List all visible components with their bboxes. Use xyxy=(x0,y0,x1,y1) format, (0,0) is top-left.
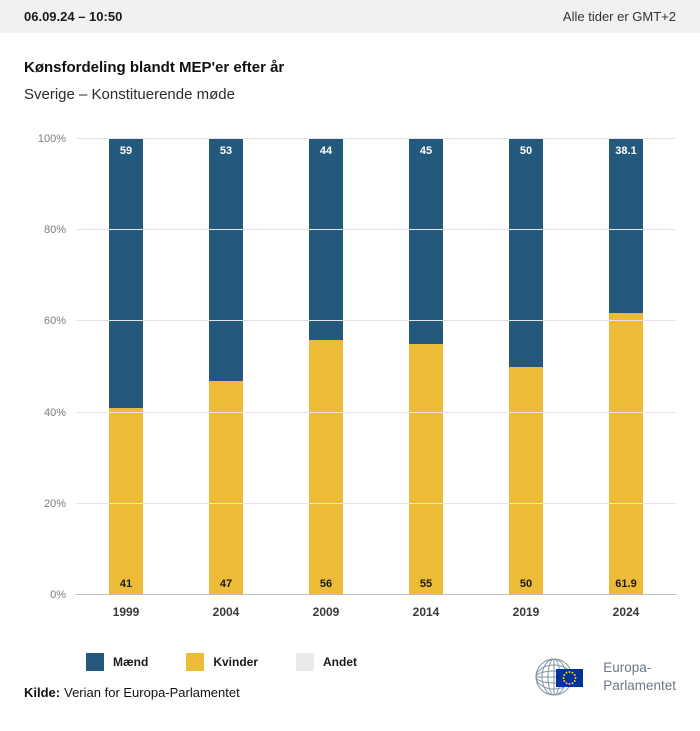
segment-maend xyxy=(109,139,143,409)
segment-kvinder xyxy=(209,380,243,595)
segment-maend xyxy=(609,139,643,313)
source-text: Verian for Europa-Parlamentet xyxy=(64,685,240,700)
header-datetime: 06.09.24 – 10:50 xyxy=(24,9,123,24)
europa-parlamentet-logo-icon xyxy=(535,658,584,695)
bar-value-maend: 45 xyxy=(419,145,433,157)
bar-value-maend: 44 xyxy=(319,145,333,157)
logo-text-line2: Parlamentet xyxy=(603,677,676,693)
bar-column: 45 55 xyxy=(376,139,476,595)
bar-column: 44 56 xyxy=(276,139,376,595)
x-tick-label: 1999 xyxy=(112,605,140,619)
y-tick-label: 80% xyxy=(43,224,66,237)
segment-maend xyxy=(509,139,543,367)
y-tick-label: 100% xyxy=(37,133,66,145)
source-label: Kilde: xyxy=(24,685,61,700)
stacked-bar-chart: 0% 20% 40% 60% 80% 100% 59 41 53 47 44 56 45 55 50 50 3… xyxy=(24,133,676,601)
legend-label: Andet xyxy=(323,655,358,669)
segment-maend xyxy=(209,139,243,381)
y-tick-label: 40% xyxy=(43,406,66,419)
header-bar: 06.09.24 – 10:50 Alle tider er GMT+2 xyxy=(0,0,700,33)
stacked-bar-2024: 38.1 61.9 xyxy=(609,139,643,595)
x-tick-label: 2004 xyxy=(212,605,240,619)
legend-item-andet: Andet xyxy=(296,653,357,671)
stacked-bar-2009: 44 56 xyxy=(309,139,343,595)
legend-and-source: Mænd Kvinder Andet Kilde: Verian for Europa… xyxy=(24,653,357,700)
gridline xyxy=(76,138,676,139)
stacked-bar-2004: 53 47 xyxy=(209,139,243,595)
y-axis: 0% 20% 40% 60% 80% 100% xyxy=(24,133,76,601)
bar-value-maend: 50 xyxy=(519,145,533,157)
legend-swatch xyxy=(296,653,315,671)
eu-flag-icon xyxy=(556,668,584,687)
bar-column: 38.1 61.9 xyxy=(576,139,676,595)
y-tick-label: 20% xyxy=(43,497,66,510)
legend-item-kvinder: Kvinder xyxy=(186,653,258,671)
plot-area: 59 41 53 47 44 56 45 55 50 50 38.1 61.9 xyxy=(76,138,676,595)
footer-section: Mænd Kvinder Andet Kilde: Verian for Europa… xyxy=(0,653,700,700)
stacked-bar-1999: 59 41 xyxy=(109,139,143,595)
segment-kvinder xyxy=(509,367,543,595)
bar-value-maend: 53 xyxy=(219,145,233,157)
gridline xyxy=(76,502,676,504)
legend: Mænd Kvinder Andet xyxy=(86,653,357,671)
bars-row: 59 41 53 47 44 56 45 55 50 50 38.1 61.9 xyxy=(76,139,676,595)
bar-value-kvinder: 56 xyxy=(319,578,333,590)
stacked-bar-2014: 45 55 xyxy=(409,139,443,595)
bar-value-maend: 59 xyxy=(119,145,133,157)
legend-swatch xyxy=(86,653,104,671)
x-tick-label: 2019 xyxy=(512,605,540,619)
x-tick-label: 2014 xyxy=(412,605,440,619)
source-line: Kilde: Verian for Europa-Parlamentet xyxy=(24,685,357,700)
legend-label: Mænd xyxy=(113,655,149,669)
ep-logo-block: Europa- Parlamentet xyxy=(533,654,676,700)
x-tick-label: 2009 xyxy=(312,605,340,619)
page-title: Kønsfordeling blandt MEP'er efter år xyxy=(24,59,285,76)
gridline xyxy=(76,411,676,413)
segment-kvinder xyxy=(109,408,143,595)
segment-kvinder xyxy=(609,312,643,595)
bar-column: 59 41 xyxy=(76,139,176,595)
bar-value-kvinder: 55 xyxy=(419,578,433,590)
bar-value-kvinder: 61.9 xyxy=(615,578,637,590)
segment-kvinder xyxy=(409,344,443,595)
logo-text-line1: Europa- xyxy=(603,659,652,675)
bar-column: 53 47 xyxy=(176,139,276,595)
legend-label: Kvinder xyxy=(213,655,259,669)
stacked-bar-2019: 50 50 xyxy=(509,139,543,595)
logo-text: Europa- Parlamentet xyxy=(603,659,676,694)
x-axis: 1999 2004 2009 2014 2019 2024 xyxy=(76,605,676,619)
x-tick-label: 2024 xyxy=(612,605,640,619)
gridline xyxy=(76,229,676,231)
bar-value-kvinder: 41 xyxy=(119,578,133,590)
page-subtitle: Sverige – Konstituerende møde xyxy=(24,86,235,103)
legend-swatch xyxy=(186,653,205,671)
y-tick-label: 0% xyxy=(50,589,66,601)
gridline xyxy=(76,320,676,322)
bar-value-kvinder: 50 xyxy=(519,578,533,590)
bar-value-maend: 38.1 xyxy=(615,145,637,157)
legend-item-maend: Mænd xyxy=(86,653,148,671)
segment-maend xyxy=(409,139,443,345)
header-timezone-note: Alle tider er GMT+2 xyxy=(562,9,676,24)
bar-value-kvinder: 47 xyxy=(219,578,233,590)
bar-column: 50 50 xyxy=(476,139,576,595)
segment-kvinder xyxy=(309,339,343,595)
segment-maend xyxy=(309,139,343,340)
y-tick-label: 60% xyxy=(43,315,66,328)
gridline xyxy=(76,594,676,595)
